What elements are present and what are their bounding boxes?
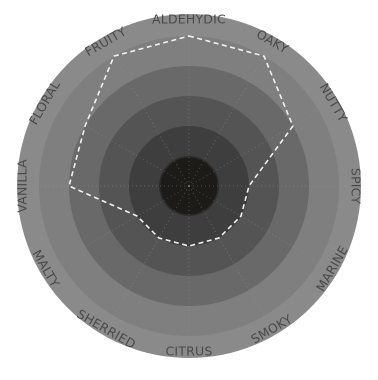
spoke-malty [39, 185, 190, 273]
axis-label-vanilla: VANILLA [15, 159, 30, 213]
spoke-sherried [102, 185, 190, 336]
spoke-oaky [188, 36, 276, 187]
spoke-nutty [188, 99, 339, 187]
spoke-floral [39, 99, 190, 187]
spoke-marine [188, 185, 339, 273]
axis-label-spicy: SPICY [349, 168, 364, 204]
spoke-fruity [102, 36, 190, 187]
axis-label-citrus: CITRUS [165, 344, 212, 359]
radar-spokes [17, 14, 361, 358]
spoke-smoky [188, 185, 276, 336]
axis-label-aldehydic: ALDEHYDIC [152, 12, 226, 27]
radar-series [68, 35, 294, 247]
